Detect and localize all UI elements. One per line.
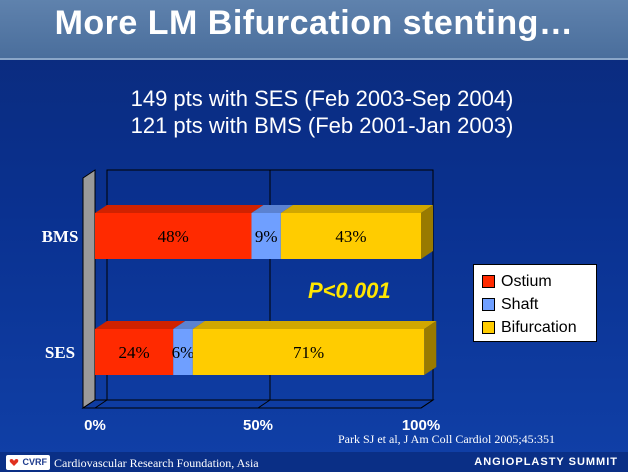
data-label-ses-shaft: 6% [172, 343, 195, 362]
bar-top-ses-shaft [173, 321, 205, 329]
logo-text: CVRF [22, 457, 48, 467]
gridline-floor-100 [420, 399, 434, 409]
bar-ses-bifurcation [192, 329, 425, 375]
data-label-ses-ostium: 24% [119, 343, 150, 362]
legend-label-ostium: Ostium [501, 272, 552, 290]
legend-item-shaft: Shaft [474, 293, 596, 316]
data-label-bms-shaft: 9% [255, 227, 278, 246]
title-bar [0, 0, 628, 60]
bar-bms-ostium [95, 213, 252, 259]
bar-top-bms-shaft [251, 205, 293, 213]
legend-label-bifurcation: Bifurcation [501, 318, 577, 336]
bar-bms-bifurcation [280, 213, 421, 259]
event-name: ANGIOPLASTY SUMMIT [474, 456, 618, 468]
organization-name: Cardiovascular Research Foundation, Asia [54, 456, 259, 470]
bar-top-bms-bifurcation [280, 205, 433, 213]
legend-item-bifurcation: Bifurcation [474, 316, 596, 339]
data-label-ses-bifurcation: 71% [293, 343, 324, 362]
bar-ses-ostium [95, 329, 174, 375]
p-value-annotation: P<0.001 [308, 278, 391, 303]
chart-legend: Ostium Shaft Bifurcation [473, 264, 597, 342]
legend-label-shaft: Shaft [501, 295, 539, 313]
data-label-bms-bifurcation: 43% [335, 227, 366, 246]
bar-top-ses-ostium [95, 321, 186, 329]
x-tick-label-0: 0% [84, 417, 106, 434]
bar-end-ses [424, 321, 437, 375]
citation: Park SJ et al, J Am Coll Cardiol 2005;45… [338, 432, 556, 446]
x-tick-label-50: 50% [243, 417, 273, 434]
bar-bms-shaft [251, 213, 281, 259]
heart-logo-icon [9, 459, 19, 466]
legend-item-ostium: Ostium [474, 270, 596, 293]
slide-title: More LM Bifurcation stenting… [54, 4, 574, 42]
category-label-ses: SES [45, 343, 75, 362]
subtitle-line-2: 121 pts with BMS (Feb 2001-Jan 2003) [130, 113, 514, 138]
cvrf-logo: CVRF [6, 455, 50, 470]
bar-ses-shaft [173, 329, 193, 375]
chart-floor [81, 399, 435, 409]
legend-swatch-bifurcation [482, 321, 495, 334]
legend-swatch-ostium [482, 275, 495, 288]
gridline-floor-50 [257, 399, 271, 409]
category-label-bms: BMS [42, 227, 79, 246]
legend-swatch-shaft [482, 298, 495, 311]
gridline-floor-0 [94, 399, 108, 409]
x-tick-label-100: 100% [402, 417, 440, 434]
footer-bar [0, 452, 628, 472]
bar-top-bms-ostium [95, 205, 264, 213]
bar-end-bms [421, 205, 433, 259]
subtitle-line-1: 149 pts with SES (Feb 2003-Sep 2004) [130, 86, 514, 111]
chart-side-wall [82, 169, 96, 409]
data-label-bms-ostium: 48% [158, 227, 189, 246]
bar-top-ses-bifurcation [192, 321, 437, 329]
